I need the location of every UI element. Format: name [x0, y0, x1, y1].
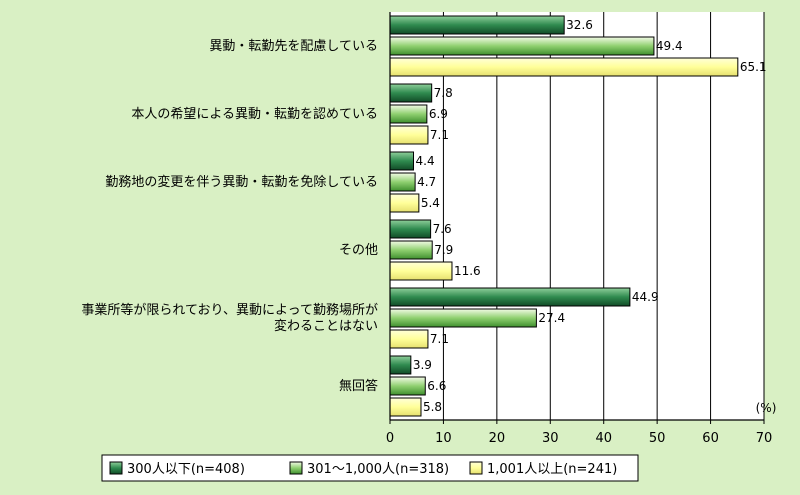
- data-label: 7.9: [434, 243, 453, 257]
- data-label: 65.1: [740, 60, 767, 74]
- data-label: 5.4: [421, 196, 440, 210]
- legend-label: 1,001人以上(n=241): [487, 462, 617, 477]
- category-label: 本人の希望による異動・転勤を認めている: [131, 106, 378, 122]
- bar: [389, 57, 739, 77]
- x-tick-label: 60: [702, 431, 719, 446]
- bar: [389, 125, 429, 145]
- bar: [389, 36, 655, 56]
- bar: [389, 219, 432, 239]
- legend-label: 301～1,000人(n=318): [307, 462, 449, 477]
- legend-box: [101, 454, 639, 482]
- data-label: 49.4: [656, 39, 683, 53]
- gridlines: [442, 12, 765, 420]
- category-label: 異動・転勤先を配慮している: [209, 39, 378, 54]
- category-label: 勤務地の変更を伴う異動・転勤を免除している: [105, 174, 378, 190]
- x-tick-label: 0: [386, 431, 394, 446]
- x-tick-label: 70: [756, 431, 773, 446]
- x-tick-label: 30: [542, 431, 559, 446]
- legend: 300人以下(n=408) 301～1,000人(n=318) 1,001人以上(n…: [101, 454, 639, 482]
- legend-swatch: [109, 461, 123, 475]
- data-label: 7.1: [430, 128, 449, 142]
- bar: [389, 329, 429, 349]
- data-label: 7.1: [430, 332, 449, 346]
- bar: [389, 397, 422, 417]
- bar: [389, 104, 428, 124]
- bar: [389, 15, 565, 35]
- category-label: 変わることはない: [274, 318, 378, 334]
- bar: [389, 193, 420, 213]
- x-tick-label: 50: [649, 431, 666, 446]
- data-label: 11.6: [454, 264, 481, 278]
- bar: [389, 355, 412, 375]
- data-label: 7.8: [434, 86, 453, 100]
- legend-label: 300人以下(n=408): [127, 462, 245, 477]
- category-label: その他: [339, 243, 378, 258]
- bar: [389, 151, 415, 171]
- bar: [389, 83, 433, 103]
- legend-swatch: [469, 461, 483, 475]
- unit-label: (%): [756, 401, 777, 415]
- category-label: 事業所等が限られており、異動によって勤務場所が: [81, 302, 378, 318]
- category-label: 無回答: [339, 378, 378, 394]
- data-label: 7.6: [433, 222, 452, 236]
- x-tick-label: 40: [595, 431, 612, 446]
- plot-area: [390, 12, 764, 420]
- bar: [389, 308, 537, 328]
- data-label: 3.9: [413, 358, 432, 372]
- bar: [389, 240, 433, 260]
- data-label: 6.6: [427, 379, 446, 393]
- legend-swatch: [289, 461, 303, 475]
- data-label: 44.9: [632, 290, 659, 304]
- data-label: 4.4: [416, 154, 435, 168]
- bar: [389, 172, 416, 192]
- data-label: 4.7: [417, 175, 436, 189]
- bars: 32.6 49.4 65.1 7.8 6.9 7.1 4.4 4.7 5.4 7.6 7.911.6…: [389, 15, 767, 417]
- data-label: 32.6: [566, 18, 593, 32]
- data-label: 27.4: [538, 311, 565, 325]
- axes: 異動・転勤先を配慮している本人の希望による異動・転勤を認めている勤務地の変更を伴…: [81, 12, 776, 446]
- bar: [389, 261, 453, 281]
- data-label: 6.9: [429, 107, 448, 121]
- bar: [389, 287, 631, 307]
- x-tick-label: 10: [435, 431, 452, 446]
- x-tick-label: 20: [489, 431, 506, 446]
- data-label: 5.8: [423, 400, 442, 414]
- bar: [389, 376, 426, 396]
